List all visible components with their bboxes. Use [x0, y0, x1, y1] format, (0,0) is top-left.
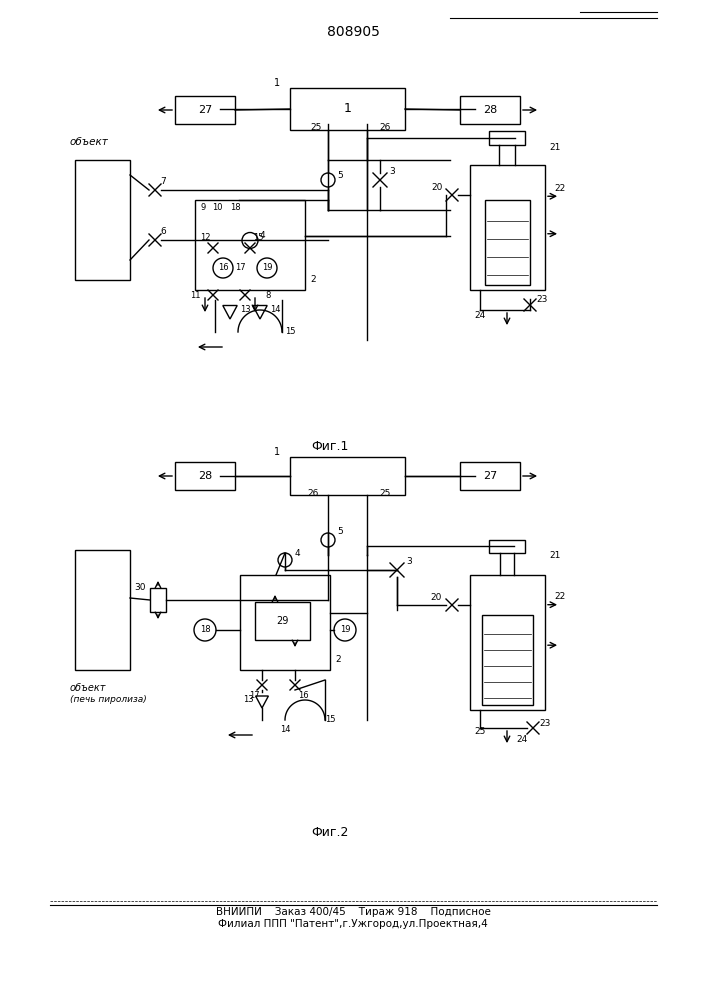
Text: 24: 24: [474, 310, 486, 320]
Text: 29: 29: [276, 616, 288, 626]
Text: 9: 9: [200, 204, 206, 213]
Bar: [195, 200, 305, 290]
Text: 28: 28: [483, 105, 497, 115]
Text: 16: 16: [298, 690, 308, 700]
Text: 26: 26: [308, 488, 319, 497]
Text: 20: 20: [431, 182, 443, 192]
Bar: [460, 462, 520, 490]
Bar: [470, 165, 545, 290]
Bar: [290, 88, 405, 130]
Text: 13: 13: [240, 306, 250, 314]
Bar: [482, 615, 533, 705]
Text: 3: 3: [389, 167, 395, 176]
Text: 1: 1: [344, 103, 351, 115]
Text: 12: 12: [200, 233, 210, 242]
Text: 2: 2: [335, 656, 341, 664]
Text: 20: 20: [431, 592, 442, 601]
Text: 25: 25: [310, 123, 322, 132]
Text: 24: 24: [516, 736, 527, 744]
Text: 2: 2: [310, 275, 316, 284]
Text: 7: 7: [160, 178, 166, 186]
Text: (печь пиролиза): (печь пиролиза): [70, 696, 147, 704]
Text: ВНИИПИ    Заказ 400/45    Тираж 918    Подписное: ВНИИПИ Заказ 400/45 Тираж 918 Подписное: [216, 907, 491, 917]
Text: 6: 6: [160, 228, 166, 236]
Bar: [485, 200, 530, 285]
Text: объект: объект: [70, 683, 106, 693]
Text: 25: 25: [379, 488, 390, 497]
Bar: [175, 96, 235, 124]
Text: объект: объект: [70, 137, 109, 147]
Bar: [75, 550, 130, 670]
Text: 21: 21: [549, 142, 561, 151]
Text: 4: 4: [294, 550, 300, 558]
Text: 27: 27: [483, 471, 497, 481]
Text: 27: 27: [198, 105, 212, 115]
Text: 19: 19: [340, 626, 350, 635]
Bar: [290, 457, 405, 495]
Text: Филиал ППП "Патент",г.Ужгород,ул.Проектная,4: Филиал ППП "Патент",г.Ужгород,ул.Проектн…: [218, 919, 488, 929]
Bar: [150, 588, 166, 612]
Text: 19: 19: [262, 263, 272, 272]
Bar: [240, 575, 330, 670]
Text: 15: 15: [325, 716, 335, 724]
Bar: [75, 160, 130, 280]
Text: 14: 14: [280, 726, 291, 734]
Text: 17: 17: [235, 263, 245, 272]
Bar: [175, 462, 235, 490]
Text: 23: 23: [539, 718, 551, 728]
Text: 3: 3: [406, 558, 412, 566]
Text: 16: 16: [218, 263, 228, 272]
Bar: [489, 131, 525, 145]
Text: 22: 22: [554, 184, 566, 193]
Text: Фиг.1: Фиг.1: [311, 440, 349, 454]
Text: 28: 28: [198, 471, 212, 481]
Bar: [255, 602, 310, 640]
Text: 5: 5: [337, 528, 343, 536]
Text: 8: 8: [265, 290, 271, 300]
Text: 1: 1: [274, 78, 280, 88]
Text: 30: 30: [134, 584, 146, 592]
Text: 15: 15: [252, 233, 263, 242]
Bar: [489, 540, 525, 553]
Text: 4: 4: [259, 231, 265, 240]
Text: 5: 5: [337, 170, 343, 180]
Bar: [460, 96, 520, 124]
Bar: [470, 575, 545, 710]
Text: 26: 26: [379, 123, 390, 132]
Text: 1: 1: [274, 447, 280, 457]
Text: 11: 11: [189, 290, 200, 300]
Text: 25: 25: [474, 728, 486, 736]
Text: 14: 14: [270, 306, 280, 314]
Text: 23: 23: [537, 296, 548, 304]
Text: 10: 10: [212, 204, 222, 213]
Text: 808905: 808905: [327, 25, 380, 39]
Text: 13: 13: [243, 696, 253, 704]
Text: 15: 15: [285, 328, 296, 336]
Text: 18: 18: [199, 626, 210, 635]
Text: 17: 17: [249, 690, 259, 700]
Text: 21: 21: [549, 550, 561, 560]
Text: 22: 22: [554, 592, 566, 601]
Text: 18: 18: [230, 204, 240, 213]
Text: Фиг.2: Фиг.2: [311, 826, 349, 838]
